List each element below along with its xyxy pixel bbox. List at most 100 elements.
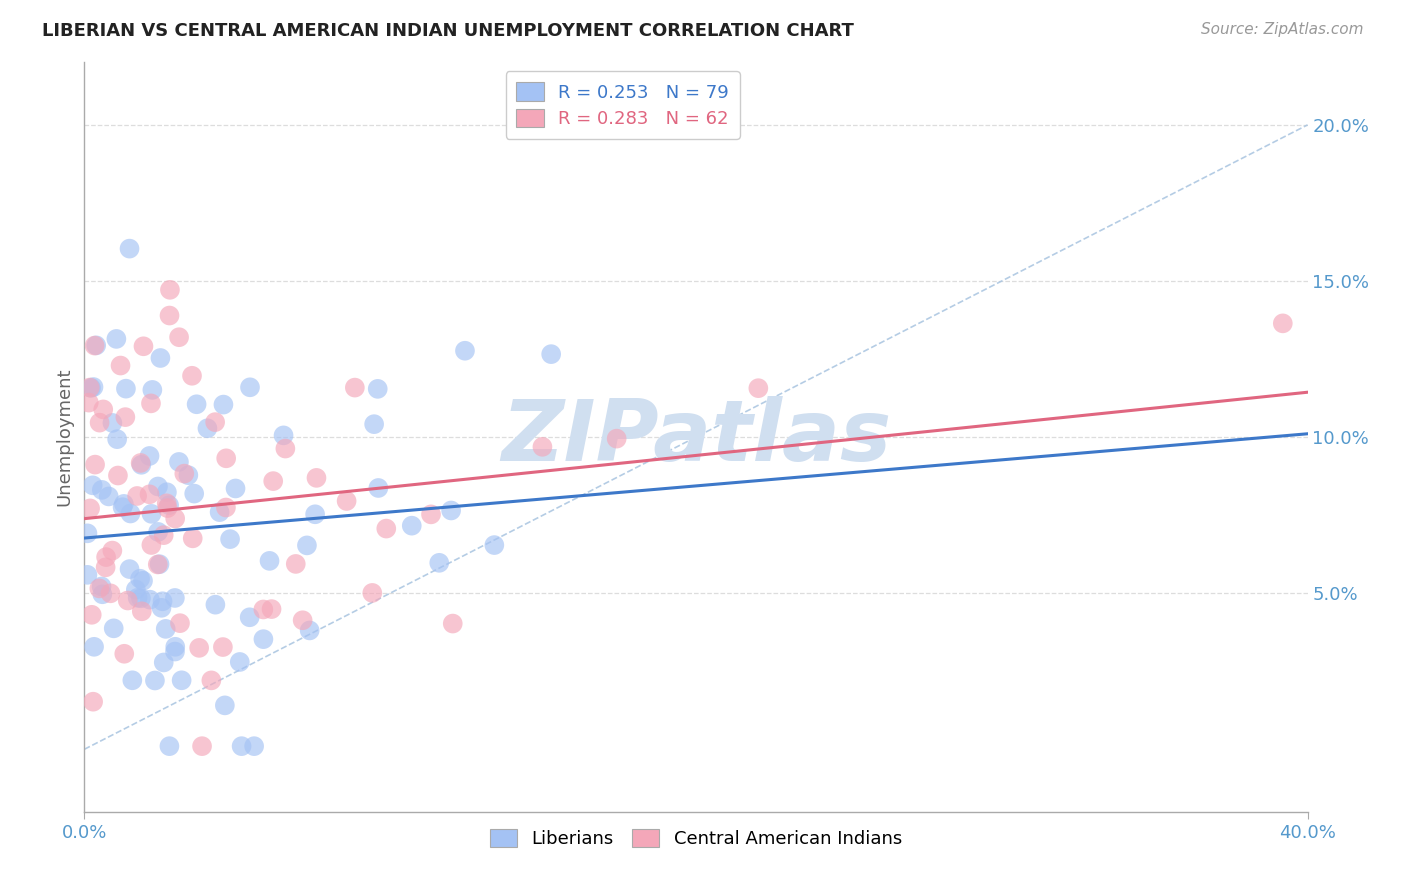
Point xyxy=(239,610,262,624)
Point xyxy=(141,538,163,552)
Point xyxy=(101,416,124,430)
Point xyxy=(155,622,177,636)
Point xyxy=(295,538,318,552)
Point xyxy=(141,507,163,521)
Point xyxy=(367,481,389,495)
Point xyxy=(132,574,155,588)
Point xyxy=(212,640,235,654)
Point xyxy=(77,395,100,409)
Point xyxy=(214,698,236,713)
Point xyxy=(121,673,143,688)
Point xyxy=(152,594,174,608)
Point xyxy=(219,532,242,546)
Point xyxy=(375,522,398,536)
Point xyxy=(239,380,262,394)
Point xyxy=(112,647,135,661)
Point xyxy=(139,396,162,410)
Point xyxy=(361,586,384,600)
Point xyxy=(363,417,385,432)
Text: ZIPatlas: ZIPatlas xyxy=(501,395,891,479)
Point xyxy=(100,586,122,600)
Point xyxy=(367,382,389,396)
Point xyxy=(231,739,253,753)
Point xyxy=(131,604,153,618)
Point xyxy=(169,616,191,631)
Point xyxy=(90,579,112,593)
Point xyxy=(208,505,231,519)
Point xyxy=(150,600,173,615)
Point xyxy=(343,381,366,395)
Point xyxy=(200,673,222,688)
Point xyxy=(170,673,193,688)
Point xyxy=(89,582,111,596)
Point xyxy=(252,632,274,647)
Point xyxy=(229,655,252,669)
Point xyxy=(165,640,187,654)
Point xyxy=(112,497,135,511)
Point xyxy=(540,347,562,361)
Point xyxy=(138,449,160,463)
Point xyxy=(146,479,169,493)
Point xyxy=(94,550,117,565)
Point xyxy=(94,560,117,574)
Point xyxy=(177,468,200,483)
Point xyxy=(183,486,205,500)
Point xyxy=(262,474,284,488)
Point xyxy=(156,485,179,500)
Point xyxy=(260,602,283,616)
Point xyxy=(143,673,166,688)
Point xyxy=(114,410,136,425)
Point xyxy=(165,511,187,525)
Point xyxy=(167,330,190,344)
Point xyxy=(188,640,211,655)
Point xyxy=(291,613,314,627)
Point xyxy=(163,591,186,605)
Point xyxy=(243,739,266,753)
Point xyxy=(82,695,104,709)
Point xyxy=(129,456,152,470)
Point xyxy=(79,501,101,516)
Point xyxy=(157,498,180,512)
Point xyxy=(273,428,295,442)
Point xyxy=(298,624,321,638)
Point xyxy=(191,739,214,753)
Point xyxy=(1271,317,1294,331)
Point xyxy=(156,496,179,510)
Point xyxy=(141,383,163,397)
Point xyxy=(83,640,105,654)
Point xyxy=(440,503,463,517)
Point xyxy=(132,339,155,353)
Point xyxy=(83,338,105,352)
Point xyxy=(146,524,169,539)
Point xyxy=(103,621,125,635)
Legend: Liberians, Central American Indians: Liberians, Central American Indians xyxy=(482,822,910,855)
Point xyxy=(146,558,169,572)
Point xyxy=(747,381,769,395)
Point xyxy=(131,458,153,472)
Point xyxy=(284,557,307,571)
Point xyxy=(148,557,170,571)
Point xyxy=(120,507,142,521)
Point xyxy=(138,487,160,501)
Point xyxy=(420,508,443,522)
Point xyxy=(149,351,172,365)
Point xyxy=(157,739,180,753)
Point xyxy=(76,526,98,541)
Point xyxy=(118,562,141,576)
Point xyxy=(252,602,274,616)
Point xyxy=(83,380,105,394)
Point xyxy=(204,415,226,429)
Point xyxy=(259,554,281,568)
Point xyxy=(80,607,103,622)
Point xyxy=(91,402,114,417)
Point xyxy=(186,397,208,411)
Point xyxy=(181,368,204,383)
Point xyxy=(129,572,152,586)
Point xyxy=(427,556,450,570)
Point xyxy=(97,490,120,504)
Point xyxy=(118,242,141,256)
Point xyxy=(181,532,204,546)
Point xyxy=(274,442,297,456)
Point xyxy=(90,483,112,497)
Point xyxy=(215,451,238,466)
